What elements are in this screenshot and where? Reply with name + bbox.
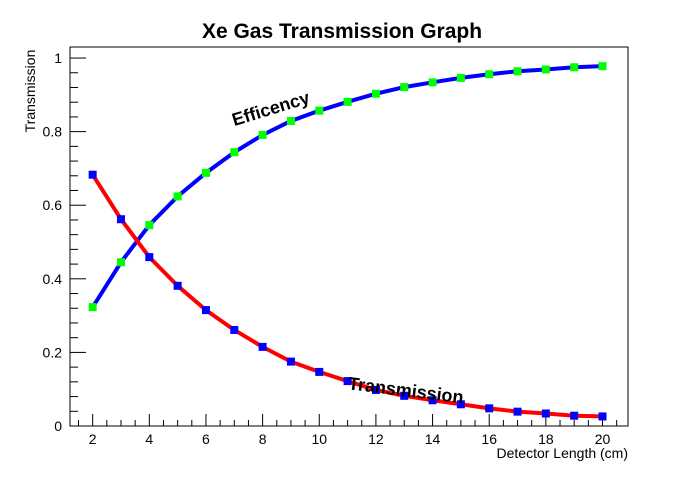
- y-tick-label: 0.2: [43, 344, 63, 360]
- data-point-efficency: [371, 89, 380, 98]
- data-point-efficency: [541, 65, 550, 74]
- x-axis-tick-labels: 2 4 6 8 10 12 14 16 18 20: [89, 431, 611, 447]
- data-point-transmission: [258, 342, 267, 351]
- data-point-efficency: [400, 83, 409, 92]
- x-tick-label: 8: [259, 431, 267, 447]
- data-point-transmission: [541, 409, 550, 418]
- data-point-transmission: [286, 357, 295, 366]
- data-point-efficency: [343, 97, 352, 106]
- data-point-efficency: [230, 148, 239, 157]
- data-point-efficency: [145, 221, 154, 230]
- data-point-efficency: [258, 130, 267, 139]
- x-axis-label: Detector Length (cm): [497, 445, 629, 461]
- data-point-efficency: [173, 192, 182, 201]
- data-point-transmission: [315, 367, 324, 376]
- data-point-efficency: [428, 78, 437, 87]
- annotation-transmission: Transmission: [347, 373, 465, 407]
- data-point-efficency: [570, 63, 579, 72]
- y-tick-label: 0.4: [43, 271, 63, 287]
- data-point-efficency: [456, 73, 465, 82]
- data-point-transmission: [88, 170, 97, 179]
- data-point-transmission: [598, 412, 607, 421]
- plot-frame: [69, 46, 629, 427]
- data-point-transmission: [343, 377, 352, 386]
- data-point-efficency: [485, 70, 494, 79]
- data-point-transmission: [230, 325, 239, 334]
- data-point-efficency: [513, 67, 522, 76]
- data-point-transmission: [116, 215, 125, 224]
- x-tick-label: 2: [89, 431, 97, 447]
- y-tick-label: 0.8: [43, 124, 63, 140]
- y-axis-ticks: [70, 57, 86, 427]
- data-point-transmission: [485, 404, 494, 413]
- x-tick-label: 20: [595, 431, 611, 447]
- data-point-transmission: [201, 306, 210, 315]
- y-axis-label: Transmission: [22, 50, 38, 133]
- x-tick-label: 4: [145, 431, 153, 447]
- x-tick-label: 10: [311, 431, 327, 447]
- x-tick-label: 14: [425, 431, 441, 447]
- y-tick-label: 1: [54, 50, 62, 66]
- data-point-efficency: [88, 303, 97, 312]
- x-tick-label: 16: [481, 431, 497, 447]
- y-axis-tick-labels: 0 0.2 0.4 0.6 0.8 1: [43, 50, 63, 434]
- data-point-transmission: [173, 281, 182, 290]
- x-tick-label: 18: [538, 431, 554, 447]
- data-point-transmission: [428, 396, 437, 405]
- x-tick-label: 12: [368, 431, 384, 447]
- data-point-transmission: [570, 411, 579, 420]
- annotation-efficency: Efficency: [230, 87, 312, 130]
- data-point-efficency: [201, 168, 210, 177]
- series-layer: [88, 62, 607, 421]
- data-point-efficency: [286, 116, 295, 125]
- series-transmission: [88, 170, 607, 421]
- x-axis-ticks: [77, 414, 618, 426]
- data-point-efficency: [116, 258, 125, 267]
- series-efficency: [88, 62, 607, 312]
- data-point-transmission: [513, 407, 522, 416]
- y-tick-label: 0: [54, 418, 62, 434]
- data-point-transmission: [400, 391, 409, 400]
- x-tick-label: 6: [202, 431, 210, 447]
- data-point-efficency: [315, 106, 324, 115]
- chart-title: Xe Gas Transmission Graph: [202, 20, 482, 43]
- data-point-transmission: [456, 400, 465, 409]
- data-point-efficency: [598, 62, 607, 71]
- data-point-transmission: [371, 385, 380, 394]
- y-tick-label: 0.6: [43, 197, 63, 213]
- data-point-transmission: [145, 253, 154, 262]
